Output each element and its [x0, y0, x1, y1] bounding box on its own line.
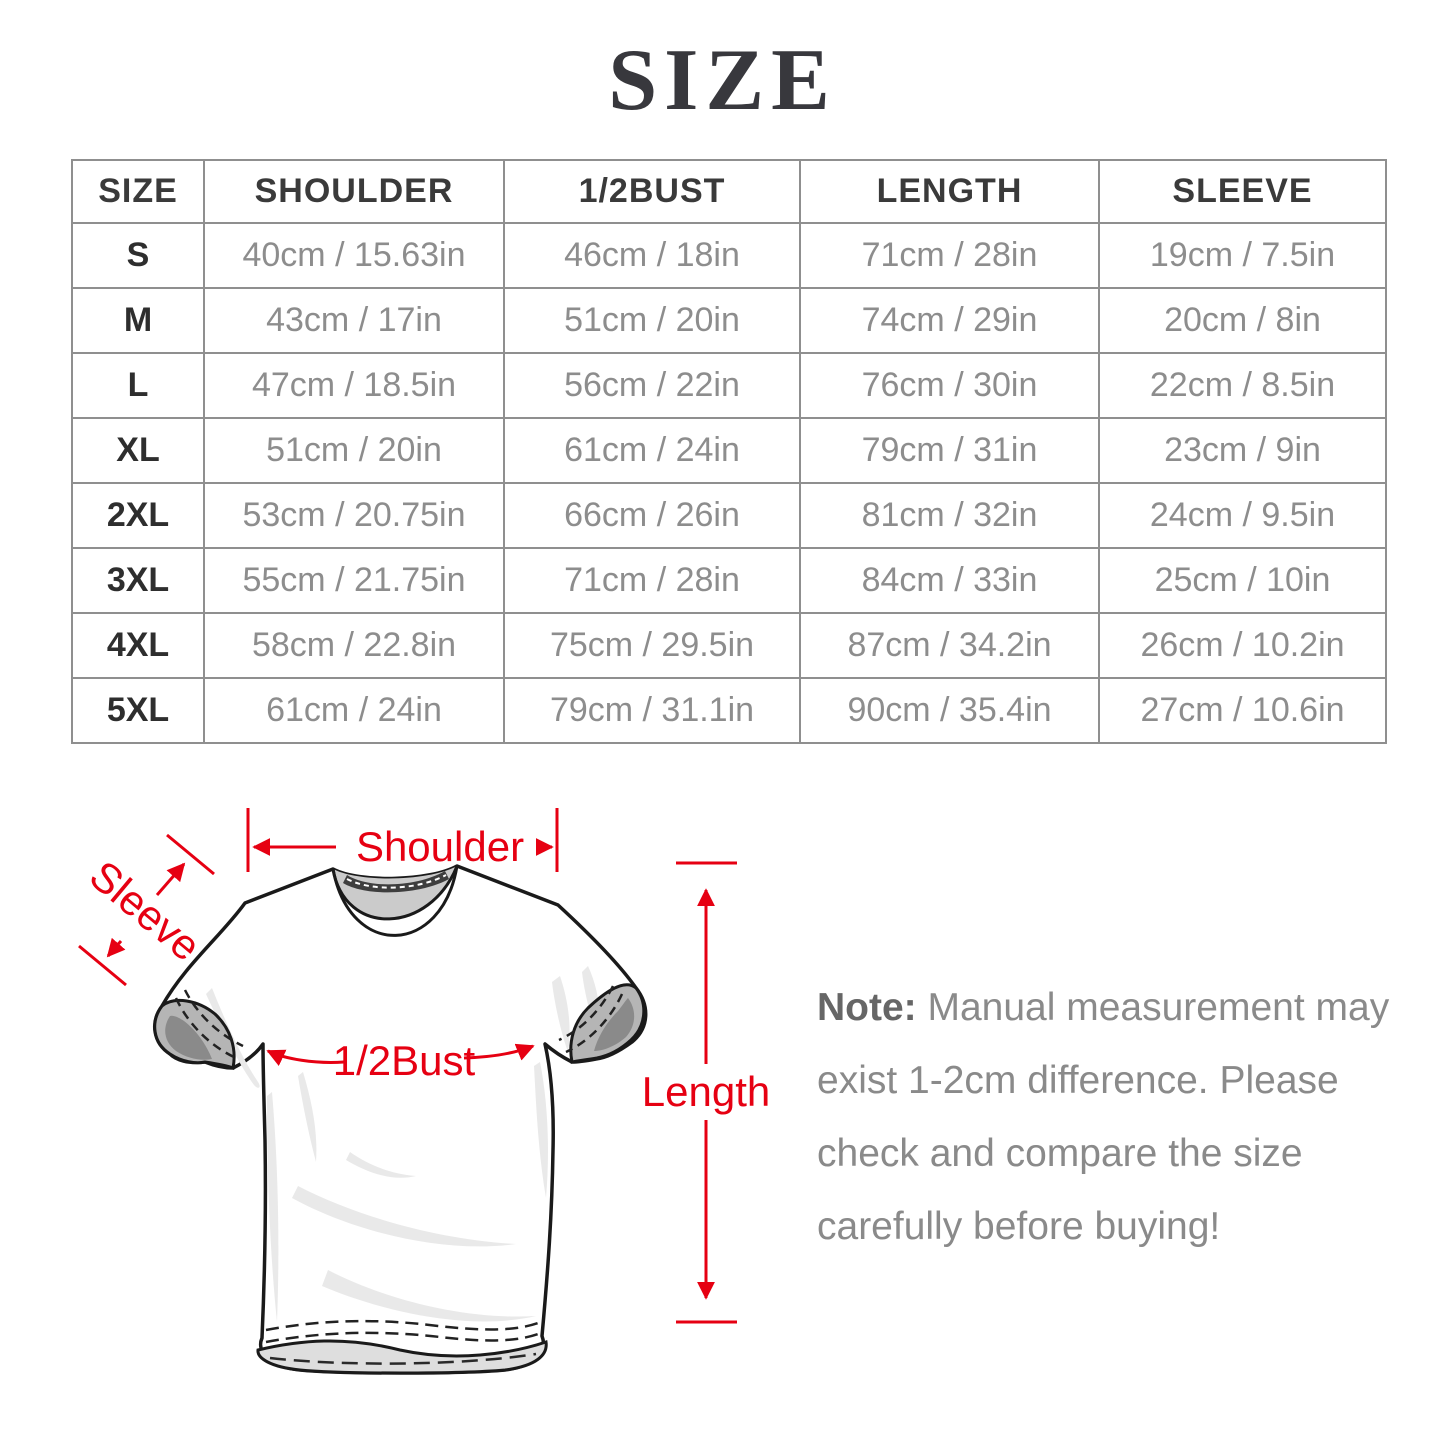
column-header-sleeve: SLEEVE: [1098, 159, 1387, 224]
table-cell: 53cm / 20.75in: [203, 482, 505, 549]
sleeve-cuffs: [153, 983, 646, 1071]
size-label: L: [71, 352, 205, 419]
shoulder-arrow: Shoulder: [246, 808, 559, 872]
table-cell: 20cm / 8in: [1098, 287, 1387, 354]
length-arrow: Length: [642, 861, 770, 1324]
table-cell: 24cm / 9.5in: [1098, 482, 1387, 549]
table-cell: 19cm / 7.5in: [1098, 222, 1387, 289]
table-cell: 87cm / 34.2in: [799, 612, 1100, 679]
note-text: Note: Manual measurement may exist 1-2cm…: [817, 971, 1397, 1263]
table-cell: 47cm / 18.5in: [203, 352, 505, 419]
table-cell: 23cm / 9in: [1098, 417, 1387, 484]
table-cell: 46cm / 18in: [503, 222, 801, 289]
table-cell: 71cm / 28in: [799, 222, 1100, 289]
column-header-bust: 1/2BUST: [503, 159, 801, 224]
note-line: carefully before buying!: [817, 1205, 1221, 1248]
note-line: Note: Manual measurement may: [817, 986, 1390, 1029]
table-row: XL 51cm / 20in 61cm / 24in 79cm / 31in 2…: [71, 417, 1387, 484]
table-cell: 90cm / 35.4in: [799, 677, 1100, 744]
table-cell: 76cm / 30in: [799, 352, 1100, 419]
table-row: S 40cm / 15.63in 46cm / 18in 71cm / 28in…: [71, 222, 1387, 289]
note-label: Note:: [817, 986, 917, 1029]
table-cell: 79cm / 31.1in: [503, 677, 801, 744]
table-cell: 22cm / 8.5in: [1098, 352, 1387, 419]
collar: [331, 864, 459, 937]
table-cell: 84cm / 33in: [799, 547, 1100, 614]
table-row: L 47cm / 18.5in 56cm / 22in 76cm / 30in …: [71, 352, 1387, 419]
table-cell: 51cm / 20in: [203, 417, 505, 484]
table-cell: 58cm / 22.8in: [203, 612, 505, 679]
note-line: exist 1-2cm difference. Please: [817, 1059, 1339, 1102]
table-row: 2XL 53cm / 20.75in 66cm / 26in 81cm / 32…: [71, 482, 1387, 549]
table-cell: 61cm / 24in: [503, 417, 801, 484]
table-cell: 75cm / 29.5in: [503, 612, 801, 679]
table-cell: 27cm / 10.6in: [1098, 677, 1387, 744]
table-cell: 25cm / 10in: [1098, 547, 1387, 614]
page-title: SIZE: [608, 32, 837, 129]
bust-arrow: 1/2Bust: [266, 1037, 535, 1084]
sleeve-label: Sleeve: [81, 851, 210, 970]
size-label: 5XL: [71, 677, 205, 744]
length-label: Length: [642, 1068, 770, 1115]
size-label: XL: [71, 417, 205, 484]
table-row: 4XL 58cm / 22.8in 75cm / 29.5in 87cm / 3…: [71, 612, 1387, 679]
table-cell: 66cm / 26in: [503, 482, 801, 549]
table-cell: 61cm / 24in: [203, 677, 505, 744]
size-label: M: [71, 287, 205, 354]
size-chart-table: SIZE SHOULDER 1/2BUST LENGTH SLEEVE S 40…: [71, 159, 1387, 744]
size-label: 2XL: [71, 482, 205, 549]
table-row: 3XL 55cm / 21.75in 71cm / 28in 84cm / 33…: [71, 547, 1387, 614]
size-label: 4XL: [71, 612, 205, 679]
column-header-shoulder: SHOULDER: [203, 159, 505, 224]
header-row: SIZE SHOULDER 1/2BUST LENGTH SLEEVE: [71, 159, 1387, 224]
size-label: S: [71, 222, 205, 289]
table-cell: 55cm / 21.75in: [203, 547, 505, 614]
table-cell: 26cm / 10.2in: [1098, 612, 1387, 679]
table-cell: 79cm / 31in: [799, 417, 1100, 484]
tshirt-measurement-diagram: Shoulder Sleeve 1/2Bust Length: [78, 808, 770, 1375]
column-header-length: LENGTH: [799, 159, 1100, 224]
table-row: 5XL 61cm / 24in 79cm / 31.1in 90cm / 35.…: [71, 677, 1387, 744]
table-row: M 43cm / 17in 51cm / 20in 74cm / 29in 20…: [71, 287, 1387, 354]
table-cell: 51cm / 20in: [503, 287, 801, 354]
bust-label: 1/2Bust: [333, 1037, 476, 1084]
hem: [256, 1319, 548, 1375]
note-line: check and compare the size: [817, 1132, 1303, 1175]
size-label: 3XL: [71, 547, 205, 614]
table-cell: 43cm / 17in: [203, 287, 505, 354]
tshirt-outline-icon: [153, 864, 648, 1375]
column-header-size: SIZE: [71, 159, 205, 224]
shoulder-label: Shoulder: [356, 823, 524, 870]
table-cell: 74cm / 29in: [799, 287, 1100, 354]
table-cell: 71cm / 28in: [503, 547, 801, 614]
table-cell: 56cm / 22in: [503, 352, 801, 419]
table-cell: 81cm / 32in: [799, 482, 1100, 549]
table-cell: 40cm / 15.63in: [203, 222, 505, 289]
